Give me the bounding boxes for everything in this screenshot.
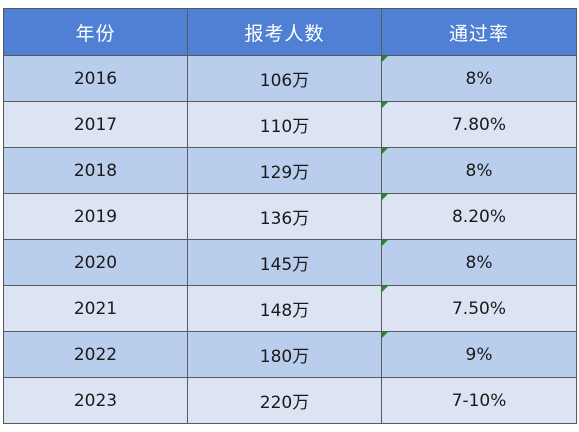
cell-pass-rate: 8.20%	[381, 193, 577, 240]
header-year: 年份	[3, 8, 188, 56]
cell-applicant-count: 136万	[187, 193, 382, 240]
table-row: 2023 220万 7-10%	[3, 377, 577, 424]
cell-year: 2021	[3, 285, 188, 332]
table-row: 2020 145万 8%	[3, 239, 577, 286]
table-row: 2022 180万 9%	[3, 331, 577, 378]
header-pass-rate: 通过率	[381, 8, 577, 56]
cell-year: 2016	[3, 55, 188, 102]
table-header-row: 年份 报考人数 通过率	[3, 8, 577, 56]
table-row: 2018 129万 8%	[3, 147, 577, 194]
header-applicant-count: 报考人数	[187, 8, 382, 56]
cell-pass-rate: 7-10%	[381, 377, 577, 424]
cell-pass-rate: 7.80%	[381, 101, 577, 148]
table-row: 2019 136万 8.20%	[3, 193, 577, 240]
cell-applicant-count: 106万	[187, 55, 382, 102]
data-table-container: 年份 报考人数 通过率 2016 106万 8% 2017 110万 7.80%…	[3, 8, 577, 426]
cell-year: 2017	[3, 101, 188, 148]
cell-year: 2018	[3, 147, 188, 194]
cell-applicant-count: 110万	[187, 101, 382, 148]
cell-pass-rate: 8%	[381, 147, 577, 194]
cell-year: 2019	[3, 193, 188, 240]
table-row: 2016 106万 8%	[3, 55, 577, 102]
cell-applicant-count: 145万	[187, 239, 382, 286]
cell-pass-rate: 9%	[381, 331, 577, 378]
cell-pass-rate: 8%	[381, 55, 577, 102]
cell-applicant-count: 148万	[187, 285, 382, 332]
cell-applicant-count: 220万	[187, 377, 382, 424]
cell-year: 2023	[3, 377, 188, 424]
table-row: 2017 110万 7.80%	[3, 101, 577, 148]
cell-applicant-count: 180万	[187, 331, 382, 378]
cell-year: 2022	[3, 331, 188, 378]
cell-pass-rate: 7.50%	[381, 285, 577, 332]
cell-applicant-count: 129万	[187, 147, 382, 194]
exam-statistics-table: 年份 报考人数 通过率 2016 106万 8% 2017 110万 7.80%…	[3, 8, 577, 424]
cell-year: 2020	[3, 239, 188, 286]
table-row: 2021 148万 7.50%	[3, 285, 577, 332]
cell-pass-rate: 8%	[381, 239, 577, 286]
